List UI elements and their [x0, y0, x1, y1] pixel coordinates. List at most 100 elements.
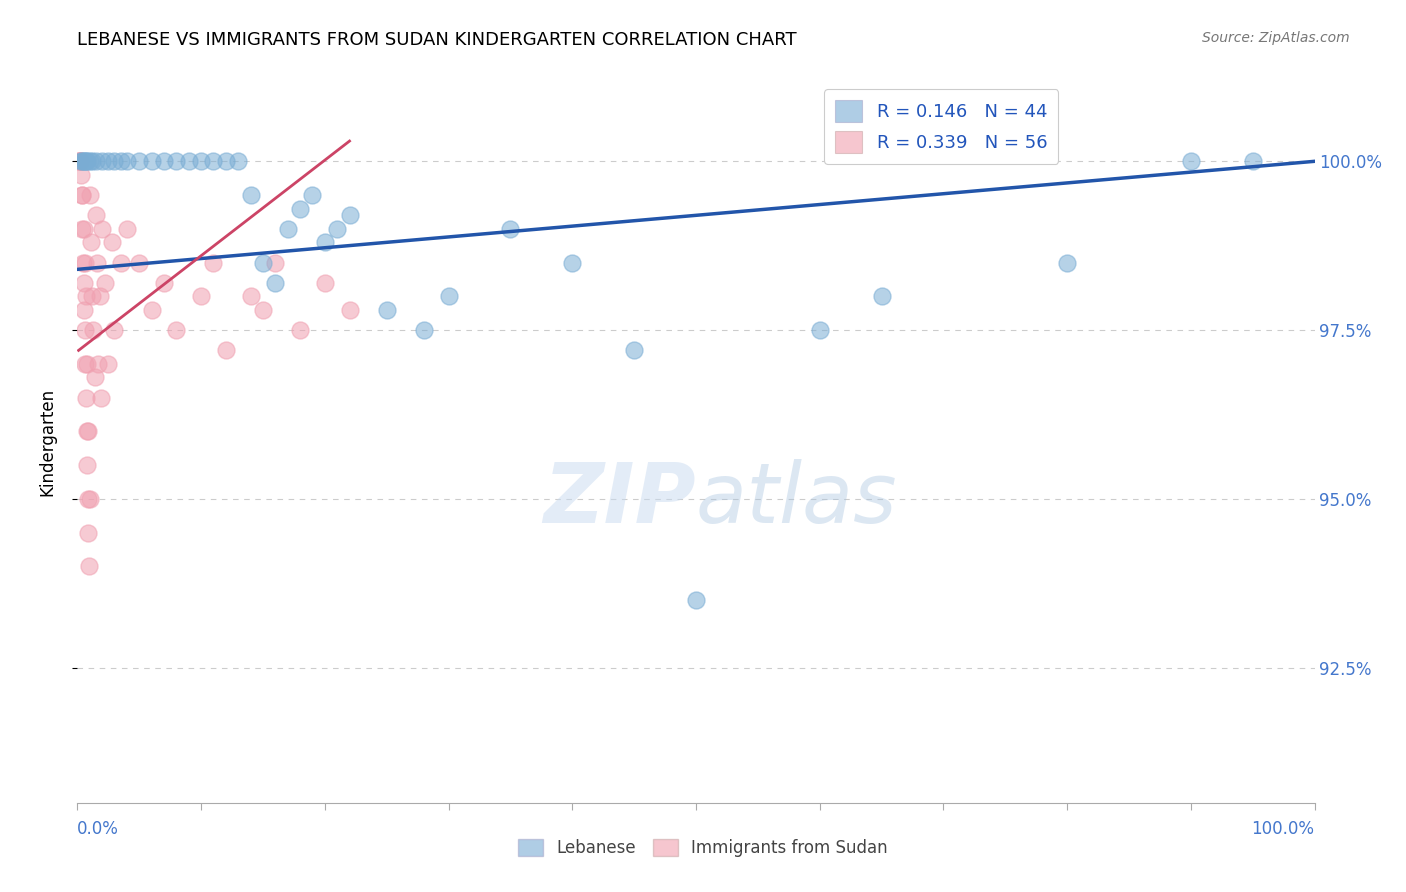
Point: [89, 289, 111, 303]
Point: [141, 154, 163, 169]
Point: [808, 323, 831, 337]
Point: [141, 302, 163, 317]
Point: [190, 154, 212, 169]
Point: [103, 154, 125, 169]
Text: LEBANESE VS IMMIGRANTS FROM SUDAN KINDERGARTEN CORRELATION CHART: LEBANESE VS IMMIGRANTS FROM SUDAN KINDER…: [77, 31, 797, 49]
Point: [1180, 154, 1202, 169]
Point: [72, 222, 94, 236]
Point: [375, 302, 398, 317]
Text: Source: ZipAtlas.com: Source: ZipAtlas.com: [1202, 31, 1350, 45]
Point: [339, 208, 361, 222]
Point: [69, 154, 91, 169]
Point: [79, 188, 101, 202]
Text: atlas: atlas: [696, 458, 897, 540]
Point: [128, 154, 150, 169]
Point: [77, 559, 100, 574]
Legend: Lebanese, Immigrants from Sudan: Lebanese, Immigrants from Sudan: [512, 832, 894, 864]
Legend: R = 0.146   N = 44, R = 0.339   N = 56: R = 0.146 N = 44, R = 0.339 N = 56: [824, 89, 1059, 164]
Point: [77, 525, 100, 540]
Point: [314, 235, 336, 250]
Point: [76, 357, 98, 371]
Point: [76, 458, 98, 472]
Point: [190, 289, 212, 303]
Point: [239, 289, 262, 303]
Point: [84, 208, 107, 222]
Point: [70, 188, 93, 202]
Point: [82, 154, 104, 169]
Point: [72, 222, 94, 236]
Point: [87, 357, 110, 371]
Point: [86, 255, 108, 269]
Point: [623, 343, 645, 358]
Point: [82, 289, 104, 303]
Point: [326, 222, 349, 236]
Point: [264, 255, 287, 269]
Point: [252, 255, 274, 269]
Point: [215, 343, 238, 358]
Text: 100.0%: 100.0%: [1251, 820, 1315, 838]
Point: [91, 154, 114, 169]
Point: [76, 491, 98, 506]
Point: [69, 154, 91, 169]
Point: [76, 425, 98, 439]
Point: [80, 235, 103, 250]
Text: 0.0%: 0.0%: [77, 820, 120, 838]
Point: [97, 357, 120, 371]
Point: [412, 323, 434, 337]
Point: [115, 154, 138, 169]
Point: [115, 222, 138, 236]
Point: [215, 154, 238, 169]
Point: [226, 154, 249, 169]
Point: [437, 289, 460, 303]
Point: [75, 289, 97, 303]
Point: [72, 154, 94, 169]
Point: [77, 425, 100, 439]
Point: [97, 154, 120, 169]
Point: [110, 154, 132, 169]
Point: [301, 188, 323, 202]
Y-axis label: Kindergarten: Kindergarten: [38, 387, 56, 496]
Point: [73, 154, 96, 169]
Point: [90, 391, 112, 405]
Point: [288, 202, 311, 216]
Point: [128, 255, 150, 269]
Point: [165, 323, 187, 337]
Point: [70, 154, 93, 169]
Point: [165, 154, 187, 169]
Text: ZIP: ZIP: [543, 458, 696, 540]
Point: [314, 276, 336, 290]
Point: [83, 370, 105, 384]
Point: [73, 255, 96, 269]
Point: [73, 302, 96, 317]
Point: [75, 391, 97, 405]
Point: [153, 154, 176, 169]
Point: [70, 168, 93, 182]
Point: [264, 276, 287, 290]
Point: [499, 222, 522, 236]
Point: [67, 154, 90, 169]
Point: [72, 255, 94, 269]
Point: [103, 323, 125, 337]
Point: [339, 302, 361, 317]
Point: [91, 222, 114, 236]
Point: [685, 593, 707, 607]
Point: [93, 276, 115, 290]
Point: [153, 276, 176, 290]
Point: [79, 154, 101, 169]
Point: [79, 491, 101, 506]
Point: [202, 154, 225, 169]
Point: [1241, 154, 1264, 169]
Point: [277, 222, 299, 236]
Point: [1056, 255, 1078, 269]
Point: [252, 302, 274, 317]
Point: [82, 323, 104, 337]
Point: [72, 276, 94, 290]
Point: [239, 188, 262, 202]
Point: [72, 188, 94, 202]
Point: [84, 154, 107, 169]
Point: [75, 154, 97, 169]
Point: [288, 323, 311, 337]
Point: [101, 235, 124, 250]
Point: [70, 154, 93, 169]
Point: [202, 255, 225, 269]
